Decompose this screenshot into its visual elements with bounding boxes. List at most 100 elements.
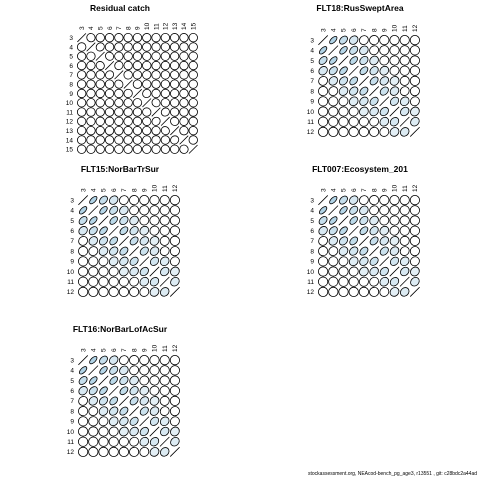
correlation-ellipse <box>160 98 171 108</box>
correlation-ellipse <box>328 226 338 236</box>
diagonal-cell <box>159 436 170 447</box>
column-tick-label: 12 <box>172 184 179 192</box>
correlation-ellipse <box>86 144 96 154</box>
correlation-ellipse <box>188 32 198 43</box>
panel-flt007-ecosystem-201: FLT007:Ecosystem_20133445566778899101011… <box>307 164 420 297</box>
correlation-ellipse <box>108 436 119 447</box>
correlation-ellipse <box>109 205 119 215</box>
correlation-ellipse <box>119 205 129 216</box>
correlation-ellipse <box>318 216 328 225</box>
correlation-ellipse <box>149 365 160 376</box>
correlation-ellipse <box>76 144 87 154</box>
correlation-ellipse <box>379 65 390 76</box>
correlation-ellipse <box>86 70 96 80</box>
correlation-ellipse <box>78 276 89 287</box>
correlation-ellipse <box>348 126 359 137</box>
diagonal-cell <box>149 426 160 437</box>
correlation-ellipse <box>119 256 129 266</box>
correlation-ellipse <box>369 45 380 56</box>
column-tick-label: 15 <box>190 22 197 30</box>
row-tick-label: 7 <box>69 72 73 79</box>
correlation-ellipse <box>170 436 180 447</box>
correlation-ellipse <box>123 42 133 52</box>
correlation-ellipse <box>399 246 410 256</box>
correlation-ellipse <box>379 195 390 206</box>
correlation-ellipse <box>129 236 139 246</box>
correlation-ellipse <box>78 266 89 277</box>
correlation-ellipse <box>170 70 180 80</box>
correlation-ellipse <box>318 206 328 215</box>
correlation-ellipse <box>104 107 115 117</box>
correlation-ellipse <box>142 125 152 136</box>
row-tick-label: 4 <box>310 208 314 215</box>
correlation-ellipse <box>318 66 328 76</box>
correlation-ellipse <box>349 35 359 45</box>
correlation-ellipse <box>338 126 349 137</box>
column-tick-label: 8 <box>131 348 138 352</box>
row-tick-label: 5 <box>70 378 74 385</box>
correlation-ellipse <box>389 45 400 56</box>
correlation-ellipse <box>109 376 118 385</box>
diagonal-cell <box>369 246 380 257</box>
row-tick-label: 9 <box>310 259 314 266</box>
panel-title: FLT16:NorBarLofAcSur <box>73 324 168 334</box>
row-tick-label: 3 <box>70 197 74 204</box>
correlation-ellipse <box>142 135 152 145</box>
correlation-ellipse <box>119 416 129 426</box>
correlation-ellipse <box>142 144 152 154</box>
panel-flt16-norbarlofacsur: FLT16:NorBarLofAcSur33445566778899101011… <box>67 324 180 457</box>
row-tick-label: 7 <box>70 398 74 405</box>
correlation-ellipse <box>151 116 161 126</box>
correlation-ellipse <box>179 60 189 71</box>
correlation-ellipse <box>129 195 140 206</box>
correlation-ellipse <box>98 426 109 437</box>
correlation-ellipse <box>78 416 89 427</box>
row-tick-label: 8 <box>70 248 74 255</box>
column-tick-label: 8 <box>131 188 138 192</box>
correlation-ellipse <box>114 33 124 43</box>
correlation-ellipse <box>132 107 143 117</box>
row-tick-label: 10 <box>67 269 75 276</box>
correlation-ellipse <box>139 406 149 416</box>
correlation-ellipse <box>328 266 339 277</box>
correlation-ellipse <box>151 98 161 108</box>
correlation-ellipse <box>89 216 98 225</box>
correlation-ellipse <box>169 225 180 236</box>
correlation-ellipse <box>338 286 349 297</box>
column-tick-label: 11 <box>153 23 160 30</box>
row-tick-label: 7 <box>310 238 314 245</box>
correlation-ellipse <box>399 55 410 66</box>
correlation-ellipse <box>159 215 170 226</box>
correlation-ellipse <box>318 226 328 236</box>
correlation-ellipse <box>399 195 410 206</box>
correlation-ellipse <box>399 127 410 137</box>
correlation-ellipse <box>179 70 189 80</box>
correlation-ellipse <box>139 426 149 437</box>
correlation-ellipse <box>78 386 88 396</box>
correlation-ellipse <box>179 144 189 154</box>
correlation-ellipse <box>139 385 150 396</box>
correlation-ellipse <box>338 86 349 96</box>
correlation-ellipse <box>142 33 152 43</box>
column-tick-label: 3 <box>80 348 87 352</box>
diagonal-cell <box>139 416 150 427</box>
correlation-ellipse <box>109 216 118 225</box>
correlation-ellipse <box>338 256 349 267</box>
correlation-ellipse <box>104 98 115 108</box>
correlation-ellipse <box>169 60 180 71</box>
diagonal-cell <box>129 246 140 257</box>
correlation-ellipse <box>99 366 108 375</box>
correlation-ellipse <box>159 225 170 236</box>
correlation-ellipse <box>108 256 119 267</box>
correlation-ellipse <box>169 195 180 206</box>
correlation-ellipse <box>359 205 369 216</box>
correlation-ellipse <box>108 426 119 437</box>
diagonal-cell <box>399 116 410 127</box>
correlation-ellipse <box>348 286 359 297</box>
correlation-ellipse <box>98 276 109 287</box>
correlation-ellipse <box>359 96 369 106</box>
correlation-ellipse <box>98 256 109 267</box>
correlation-ellipse <box>169 355 180 366</box>
correlation-ellipse <box>149 205 160 216</box>
